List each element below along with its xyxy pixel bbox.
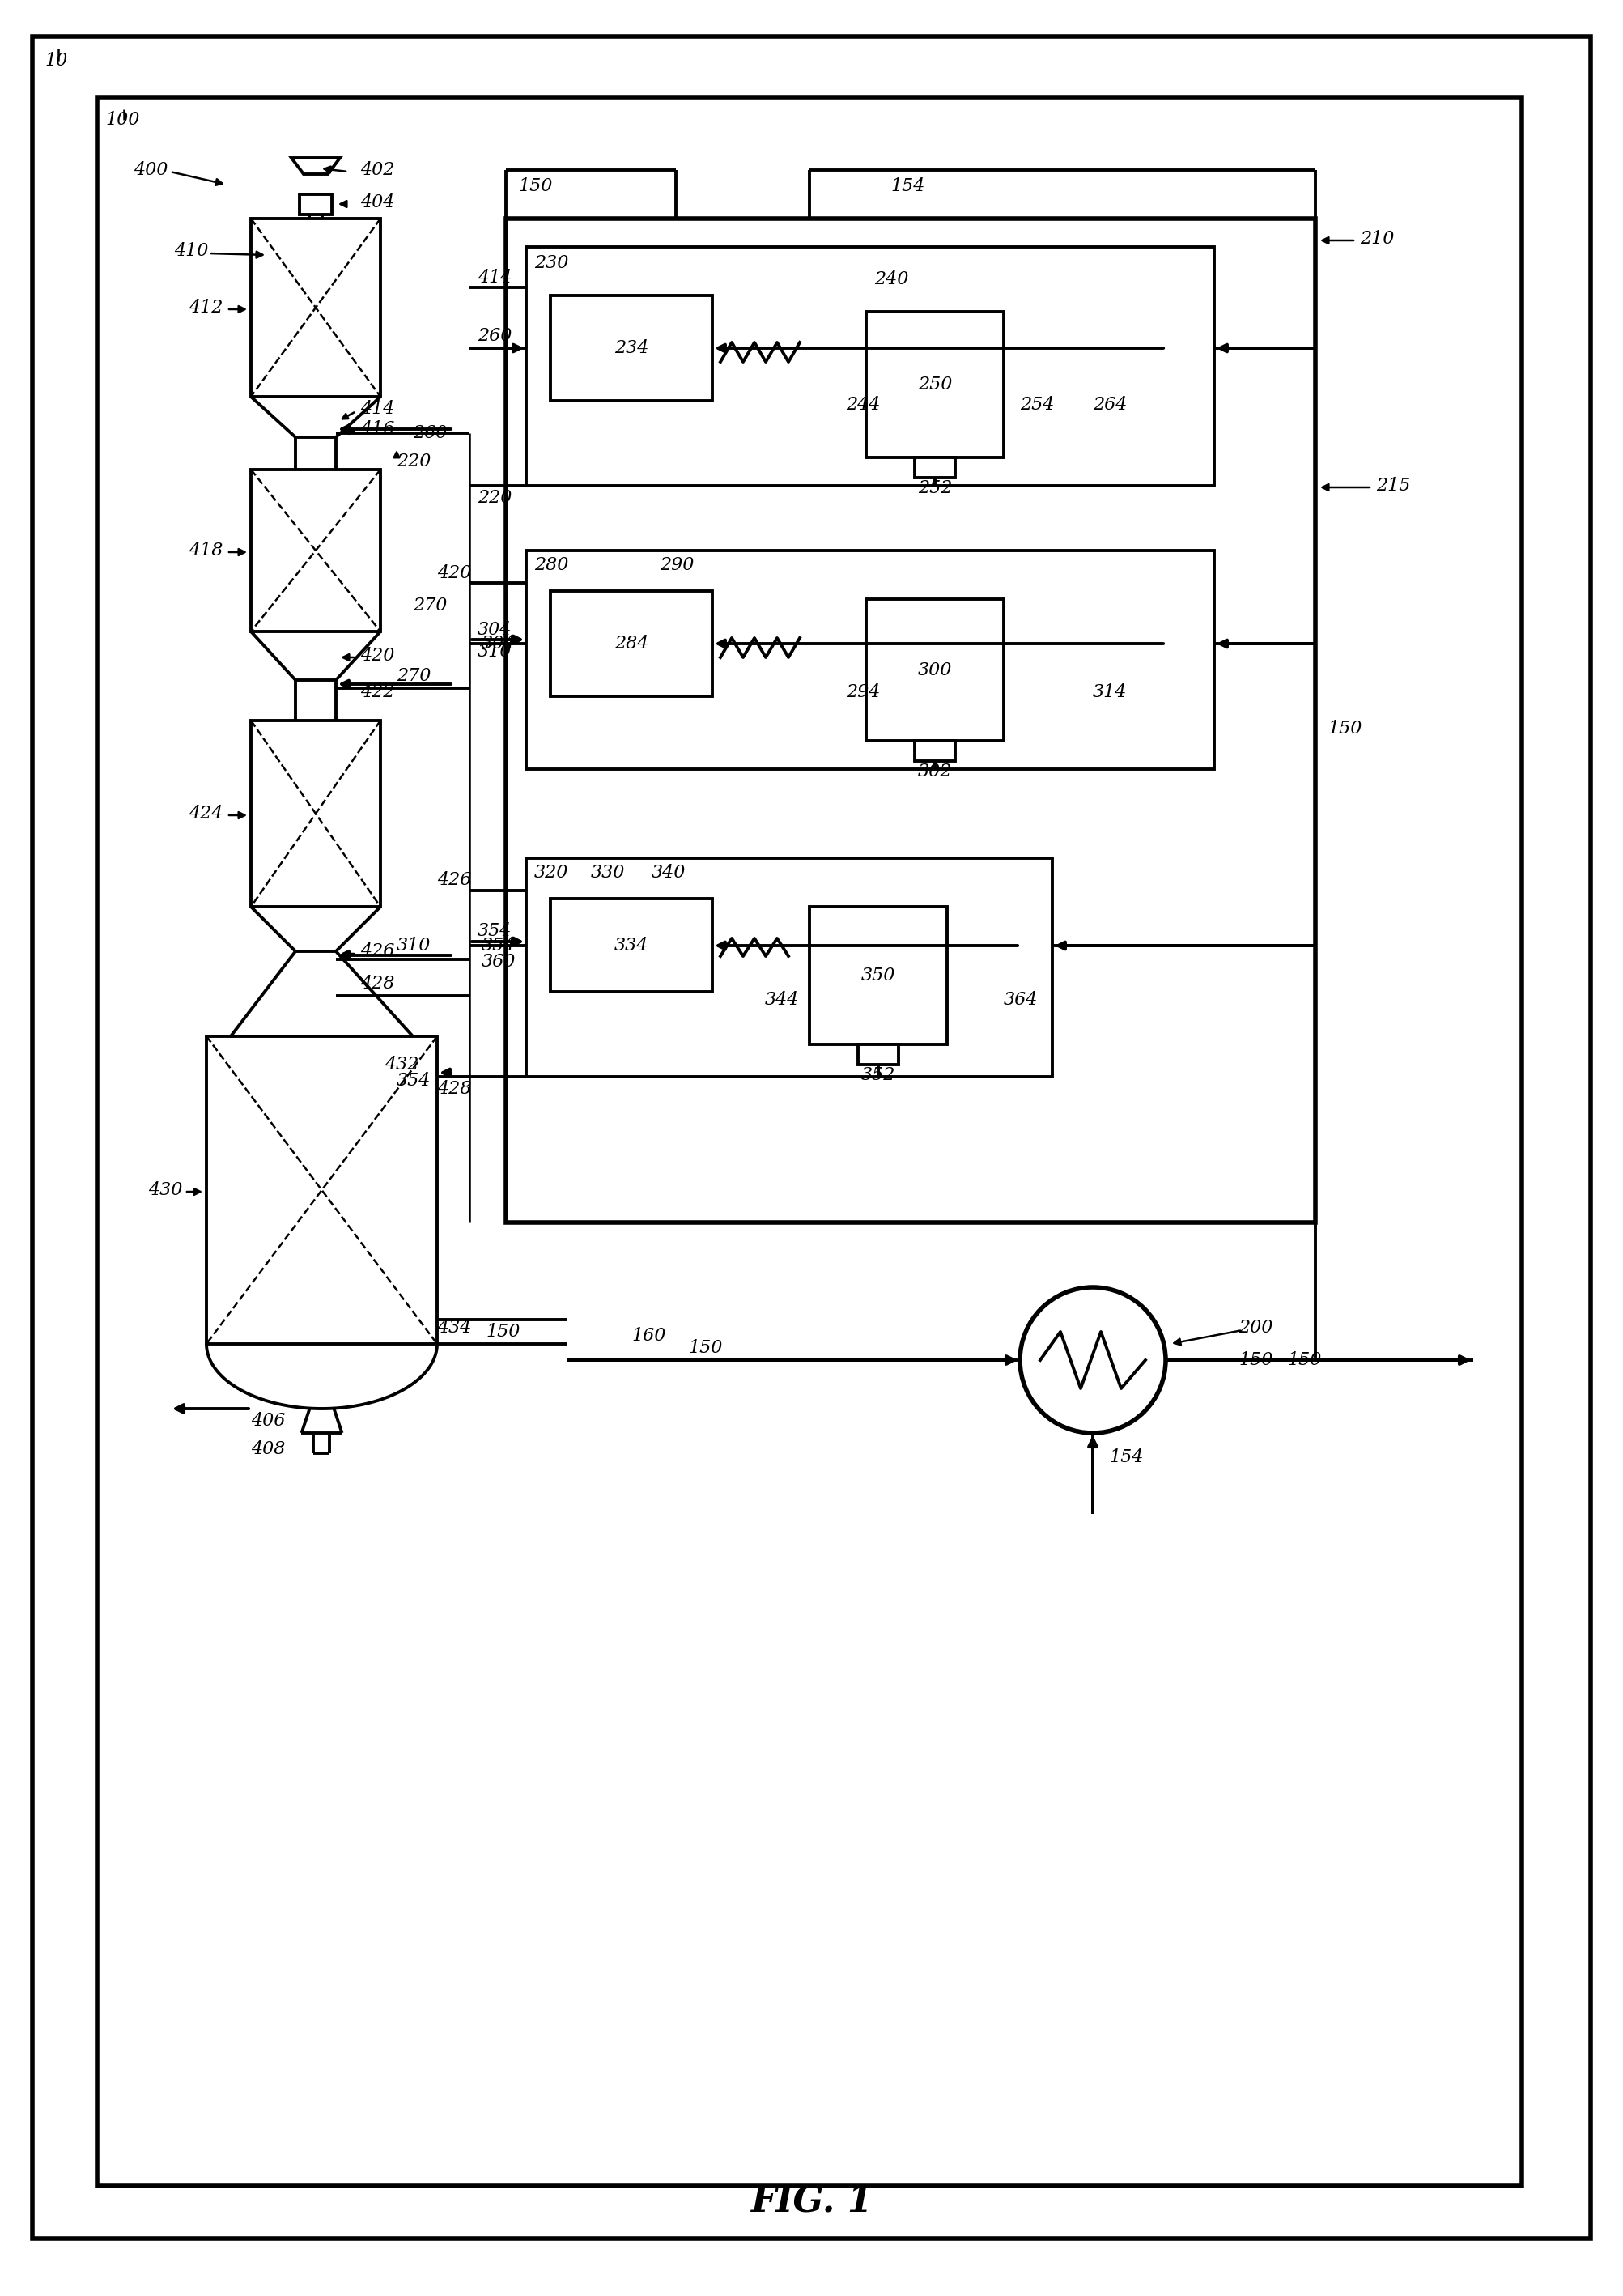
Text: 260: 260 [412,425,446,443]
Bar [810,907,948,1045]
Text: 416: 416 [360,420,394,439]
Text: 432: 432 [385,1056,419,1075]
Bar [252,218,380,397]
Bar [859,1045,899,1065]
Text: 340: 340 [651,863,687,882]
Bar [300,195,331,214]
Text: 320: 320 [534,863,568,882]
Text: 254: 254 [1019,395,1055,413]
Text: 404: 404 [360,193,394,211]
Text: 428: 428 [437,1079,471,1097]
Bar [915,742,956,760]
Bar [550,590,712,696]
Text: 414: 414 [477,269,511,287]
Text: 234: 234 [613,340,649,358]
Text: FIG. 1: FIG. 1 [750,2186,872,2220]
Text: 352: 352 [862,1065,896,1084]
Text: 250: 250 [917,377,953,393]
Text: 270: 270 [412,597,446,615]
Text: 424: 424 [188,804,222,822]
Text: 314: 314 [1092,684,1126,700]
Text: 304: 304 [482,634,516,652]
Text: 428: 428 [360,976,394,992]
Text: 414: 414 [360,400,394,418]
Text: 350: 350 [862,967,896,985]
Bar [550,296,712,402]
Bar [206,1035,437,1343]
Text: 260: 260 [477,326,511,344]
Text: 294: 294 [846,684,880,700]
Text: 10: 10 [44,53,68,69]
Text: 410: 410 [174,241,208,259]
Bar [550,898,712,992]
Text: 418: 418 [188,542,222,560]
Text: 200: 200 [1238,1318,1272,1336]
Text: 150: 150 [1238,1352,1272,1368]
Text: 154: 154 [891,177,925,195]
Text: 400: 400 [133,161,167,179]
Text: 304: 304 [477,620,511,638]
Text: 412: 412 [188,298,222,317]
Text: 240: 240 [875,271,909,289]
Polygon shape [292,158,339,174]
Text: 334: 334 [613,937,649,955]
Text: 150: 150 [1328,719,1362,737]
Text: 302: 302 [917,762,953,781]
Text: 290: 290 [659,556,695,574]
Text: 270: 270 [396,668,432,684]
Bar [97,96,1522,2186]
Bar [252,471,380,631]
Text: 406: 406 [252,1412,286,1430]
Text: 280: 280 [534,556,568,574]
Text: 252: 252 [917,480,953,498]
Text: 220: 220 [396,452,432,471]
Text: 150: 150 [688,1339,722,1357]
Text: 284: 284 [613,634,649,652]
Text: 426: 426 [437,870,471,889]
Text: 420: 420 [360,647,394,664]
Text: 430: 430 [148,1180,182,1199]
Bar [526,551,1214,769]
Bar [526,248,1214,487]
Text: 310: 310 [396,937,432,955]
Text: 330: 330 [591,863,625,882]
Text: 160: 160 [631,1327,665,1345]
Text: 154: 154 [1109,1449,1143,1467]
Bar [867,312,1003,457]
Bar [252,721,380,907]
Text: 344: 344 [764,992,799,1008]
Text: 420: 420 [437,565,471,583]
Text: 150: 150 [1287,1352,1321,1368]
Text: 210: 210 [1360,230,1394,248]
Text: 434: 434 [437,1318,471,1336]
Text: 150: 150 [518,177,552,195]
Text: 215: 215 [1376,478,1410,494]
Text: 364: 364 [1003,992,1039,1008]
Text: 402: 402 [360,161,394,179]
Text: 220: 220 [477,489,511,507]
Text: 354: 354 [482,937,516,955]
Text: 150: 150 [485,1322,519,1341]
Text: 360: 360 [482,953,516,971]
Bar [526,859,1052,1077]
Text: 100: 100 [105,110,140,129]
Text: 354: 354 [477,923,511,939]
Text: 408: 408 [252,1440,286,1458]
Text: 300: 300 [917,661,953,680]
Text: 422: 422 [360,684,394,700]
Text: 354: 354 [396,1072,432,1091]
Bar [867,599,1003,742]
Text: 310: 310 [477,643,511,661]
Bar [915,457,956,478]
Text: 230: 230 [534,255,568,271]
Text: 426: 426 [360,941,394,960]
Bar [506,218,1315,1221]
Text: 244: 244 [846,395,880,413]
Text: 264: 264 [1092,395,1126,413]
